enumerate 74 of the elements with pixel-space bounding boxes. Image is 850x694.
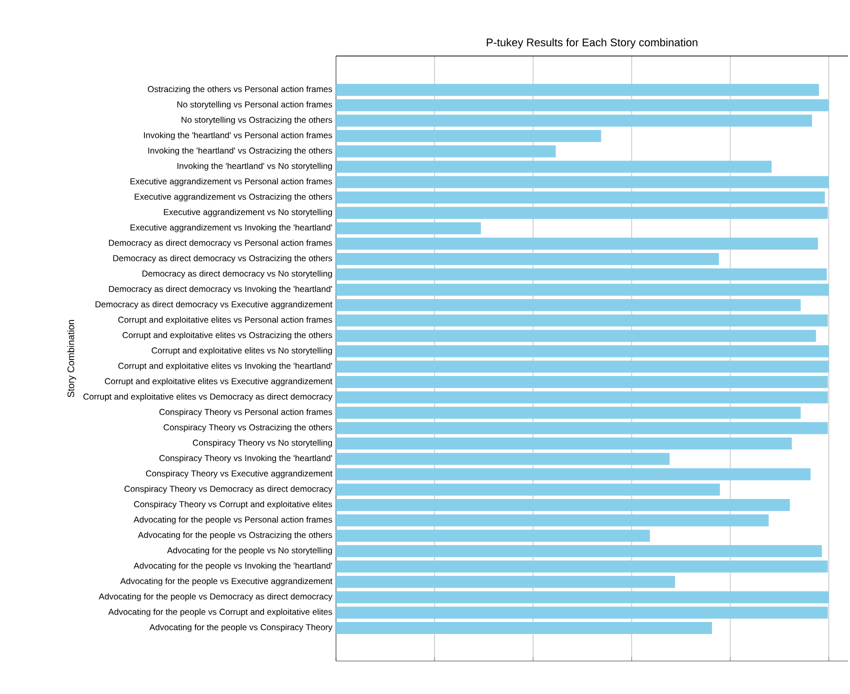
y-tick-label: Invoking the 'heartland' vs Ostracizing the others (148, 147, 332, 156)
y-tick-label: Advocating for the people vs Invoking the 'heartland' (134, 562, 332, 570)
bar (336, 238, 818, 250)
bar (336, 560, 828, 572)
bar (336, 514, 769, 526)
y-tick-label: Corrupt and exploitative elites vs No storytelling (152, 347, 332, 356)
y-tick-label: Executive aggrandizement vs Personal action frames (130, 178, 332, 186)
bar (336, 252, 719, 265)
bar (336, 160, 772, 173)
bar (336, 591, 829, 604)
y-tick-label: Advocating for the people vs Democracy as direct democracy (98, 593, 332, 602)
bar (336, 422, 828, 434)
bar (336, 284, 829, 296)
y-tick-label: Conspiracy Theory vs No storytelling (192, 439, 332, 448)
y-tick-label: No storytelling vs Ostracizing the others (182, 116, 332, 125)
bar (336, 437, 792, 450)
y-tick-label: Corrupt and exploitative elites vs Invoking the 'heartland' (118, 362, 332, 371)
bar (336, 406, 801, 419)
y-tick-label: Democracy as direct democracy vs Personal action frames (109, 240, 332, 248)
bar (336, 206, 828, 219)
y-tick-label: Democracy as direct democracy vs Invoking the 'heartland' (109, 286, 332, 294)
y-tick-label: Executive aggrandizement vs Invoking the 'heartland' (130, 224, 332, 232)
y-tick-label: Ostracizing the others vs Personal action frames (148, 86, 332, 94)
y-tick-label: Conspiracy Theory vs Ostracizing the others (164, 424, 332, 432)
bar (336, 468, 811, 480)
bar (336, 484, 720, 496)
y-tick-label: Corrupt and exploitative elites vs Personal action frames (118, 316, 332, 324)
bar (336, 376, 828, 388)
y-tick-label: Advocating for the people vs No storytelling (167, 547, 332, 556)
y-tick-label: Advocating for the people vs Ostracizing the others (138, 532, 332, 540)
bar (336, 530, 650, 542)
y-tick-label: Conspiracy Theory vs Corrupt and exploitative elites (134, 500, 332, 509)
y-tick-label: Advocating for the people vs Conspiracy Theory (149, 624, 332, 632)
y-tick-label: Advocating for the people vs Corrupt and exploitative elites (108, 608, 332, 617)
bar (336, 345, 829, 358)
y-tick-label: Democracy as direct democracy vs Executive aggrandizement (96, 301, 332, 310)
bar (336, 606, 828, 619)
bar (336, 576, 676, 588)
y-tick-label: Corrupt and exploitative elites vs Ostracizing the others (122, 332, 332, 340)
bar (336, 268, 827, 280)
y-tick-label: Invoking the 'heartland' vs No storytelling (177, 162, 332, 171)
y-axis-title: Story Combination (67, 320, 76, 398)
bar (336, 299, 801, 312)
y-tick-label: Executive aggrandizement vs No storytelling (164, 208, 332, 217)
bar (336, 191, 825, 204)
y-tick-label: Advocating for the people vs Personal action frames (134, 516, 332, 524)
y-tick-label: Democracy as direct democracy vs Ostracizing the others (113, 254, 332, 263)
y-tick-label: Democracy as direct democracy vs No storytelling (142, 270, 332, 278)
y-tick-label: Conspiracy Theory vs Personal action frames (159, 408, 332, 417)
bar (336, 145, 556, 158)
y-tick-label: Conspiracy Theory vs Democracy as direct democracy (124, 486, 332, 494)
bar (336, 498, 790, 511)
bar (336, 622, 712, 634)
bar (336, 452, 670, 465)
y-tick-label: Invoking the 'heartland' vs Personal action frames (144, 132, 332, 140)
y-tick-label: Corrupt and exploitative elites vs Executive aggrandizement (104, 378, 332, 386)
chart-title: P-tukey Results for Each Story combination (486, 38, 698, 48)
bar (336, 314, 828, 326)
y-tick-label: Conspiracy Theory vs Executive aggrandizement (146, 470, 332, 478)
bar (336, 330, 816, 342)
bar (336, 99, 829, 112)
y-tick-label: Corrupt and exploitative elites vs Democracy as direct democracy (83, 393, 332, 402)
bar (336, 130, 602, 142)
bar (336, 84, 819, 96)
y-tick-label: No storytelling vs Personal action frames (177, 101, 332, 110)
bar (336, 391, 828, 404)
bar (336, 360, 829, 373)
y-tick-label: Advocating for the people vs Executive aggrandizement (120, 578, 332, 586)
bar (336, 545, 822, 558)
bar (336, 114, 812, 127)
y-tick-label: Executive aggrandizement vs Ostracizing the others (134, 193, 332, 202)
bar (336, 176, 829, 188)
y-tick-label: Conspiracy Theory vs Invoking the 'heartland' (159, 454, 332, 463)
bar (336, 222, 481, 234)
